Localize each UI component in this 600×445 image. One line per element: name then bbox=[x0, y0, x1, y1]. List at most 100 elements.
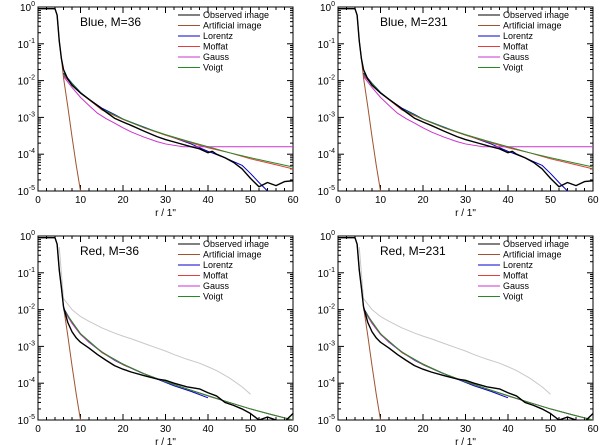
x-tick-label: 40 bbox=[502, 424, 514, 435]
chart-panel-3: 0 10 20 30 40 50 60r / 1"10-510-410-310-210-11… bbox=[18, 230, 299, 445]
legend-label: Moffat bbox=[203, 42, 228, 52]
y-tick-exponent: -4 bbox=[329, 148, 335, 155]
y-tick-exponent: -4 bbox=[29, 377, 35, 384]
y-tick-label: 10-5 bbox=[18, 414, 35, 427]
x-tick-label: 0 bbox=[335, 424, 341, 435]
y-tick-exponent: -5 bbox=[329, 414, 335, 421]
x-tick-label: 60 bbox=[587, 195, 599, 206]
series-line-lorentz bbox=[363, 307, 509, 399]
x-tick-label: 40 bbox=[202, 195, 214, 206]
y-tick-base: 10 bbox=[318, 77, 330, 88]
x-tick-label: 10 bbox=[75, 195, 87, 206]
x-tick-label: 20 bbox=[417, 424, 429, 435]
plot-area bbox=[38, 7, 293, 191]
plot-area bbox=[38, 236, 293, 420]
series-line-observed-image bbox=[38, 236, 293, 420]
y-tick-base: 10 bbox=[20, 3, 32, 14]
series-line-reference-profile-grey bbox=[58, 247, 251, 395]
series-line-voigt bbox=[63, 309, 293, 420]
y-tick-label: 100 bbox=[20, 1, 35, 14]
y-tick-base: 10 bbox=[18, 342, 30, 353]
chart-panel-1: 0 10 20 30 40 50 60r / 1"10-510-410-310-210-11… bbox=[18, 1, 299, 219]
legend-label: Observed image bbox=[203, 239, 269, 249]
series-line-lorentz bbox=[363, 72, 568, 191]
legend-label: Observed image bbox=[503, 10, 569, 20]
x-tick-label: 30 bbox=[460, 424, 472, 435]
y-tick-label: 10-5 bbox=[18, 185, 35, 198]
series-line-observed-image bbox=[38, 7, 293, 188]
y-tick-base: 10 bbox=[318, 113, 330, 124]
series-line-reference-profile-grey bbox=[358, 247, 551, 395]
plot-area bbox=[338, 7, 593, 191]
y-tick-label: 10-3 bbox=[18, 340, 35, 353]
x-axis-label: r / 1" bbox=[155, 208, 176, 219]
y-tick-base: 10 bbox=[18, 150, 30, 161]
x-axis-label: r / 1" bbox=[155, 437, 176, 445]
y-tick-exponent: -5 bbox=[29, 185, 35, 192]
x-tick-label: 30 bbox=[160, 424, 172, 435]
y-tick-exponent: -3 bbox=[29, 111, 35, 118]
panel-title: Red, M=231 bbox=[380, 244, 446, 258]
y-tick-base: 10 bbox=[18, 187, 30, 198]
x-tick-label: 60 bbox=[587, 424, 599, 435]
series-line-observed-image bbox=[338, 7, 593, 188]
x-tick-label: 60 bbox=[287, 195, 299, 206]
x-tick-label: 50 bbox=[545, 424, 557, 435]
x-tick-label: 10 bbox=[75, 424, 87, 435]
x-tick-label: 30 bbox=[160, 195, 172, 206]
y-tick-exponent: -5 bbox=[29, 414, 35, 421]
legend-label: Observed image bbox=[203, 10, 269, 20]
y-tick-base: 10 bbox=[318, 187, 330, 198]
legend-label: Voigt bbox=[503, 63, 524, 73]
x-tick-label: 0 bbox=[335, 195, 341, 206]
series-line-moffat bbox=[363, 74, 593, 170]
y-tick-label: 100 bbox=[20, 230, 35, 243]
y-tick-exponent: -1 bbox=[329, 38, 335, 45]
series-line-gauss bbox=[363, 76, 593, 148]
y-tick-exponent: -1 bbox=[29, 38, 35, 45]
x-tick-label: 10 bbox=[375, 195, 387, 206]
x-tick-label: 0 bbox=[35, 424, 41, 435]
y-tick-base: 10 bbox=[318, 306, 330, 317]
series-line-lorentz bbox=[63, 307, 209, 399]
chart-panel-4: 0 10 20 30 40 50 60r / 1"10-510-410-310-210-11… bbox=[318, 230, 599, 445]
y-tick-base: 10 bbox=[320, 232, 332, 243]
y-tick-base: 10 bbox=[318, 416, 330, 427]
legend-label: Moffat bbox=[503, 42, 528, 52]
x-axis-label: r / 1" bbox=[455, 437, 476, 445]
panel-title: Blue, M=36 bbox=[80, 15, 141, 29]
y-tick-exponent: -3 bbox=[29, 340, 35, 347]
legend-label: Lorentz bbox=[203, 260, 234, 270]
y-tick-exponent: -1 bbox=[329, 267, 335, 274]
legend-label: Artificial image bbox=[503, 250, 562, 260]
series-line-lorentz bbox=[63, 72, 268, 191]
legend-label: Voigt bbox=[203, 63, 224, 73]
legend-label: Gauss bbox=[503, 52, 530, 62]
legend-label: Observed image bbox=[503, 239, 569, 249]
y-tick-exponent: -4 bbox=[29, 148, 35, 155]
y-tick-exponent: -2 bbox=[29, 75, 35, 82]
y-tick-label: 10-3 bbox=[318, 340, 335, 353]
y-tick-exponent: -3 bbox=[329, 340, 335, 347]
y-tick-exponent: -4 bbox=[329, 377, 335, 384]
x-tick-label: 10 bbox=[375, 424, 387, 435]
y-tick-base: 10 bbox=[318, 40, 330, 51]
y-tick-base: 10 bbox=[18, 40, 30, 51]
x-tick-label: 30 bbox=[460, 195, 472, 206]
x-axis-label: r / 1" bbox=[455, 208, 476, 219]
y-tick-base: 10 bbox=[318, 269, 330, 280]
y-tick-base: 10 bbox=[18, 77, 30, 88]
series-line-voigt bbox=[363, 309, 593, 420]
y-tick-label: 10-2 bbox=[18, 75, 35, 88]
series-line-observed-image bbox=[338, 236, 593, 420]
y-tick-base: 10 bbox=[318, 150, 330, 161]
y-tick-label: 10-1 bbox=[318, 267, 335, 280]
x-tick-label: 40 bbox=[202, 424, 214, 435]
x-tick-label: 50 bbox=[245, 424, 257, 435]
plot-area bbox=[338, 236, 593, 420]
y-tick-base: 10 bbox=[18, 269, 30, 280]
y-tick-exponent: -5 bbox=[329, 185, 335, 192]
x-tick-label: 0 bbox=[35, 195, 41, 206]
x-tick-label: 40 bbox=[502, 195, 514, 206]
legend-label: Lorentz bbox=[503, 260, 534, 270]
